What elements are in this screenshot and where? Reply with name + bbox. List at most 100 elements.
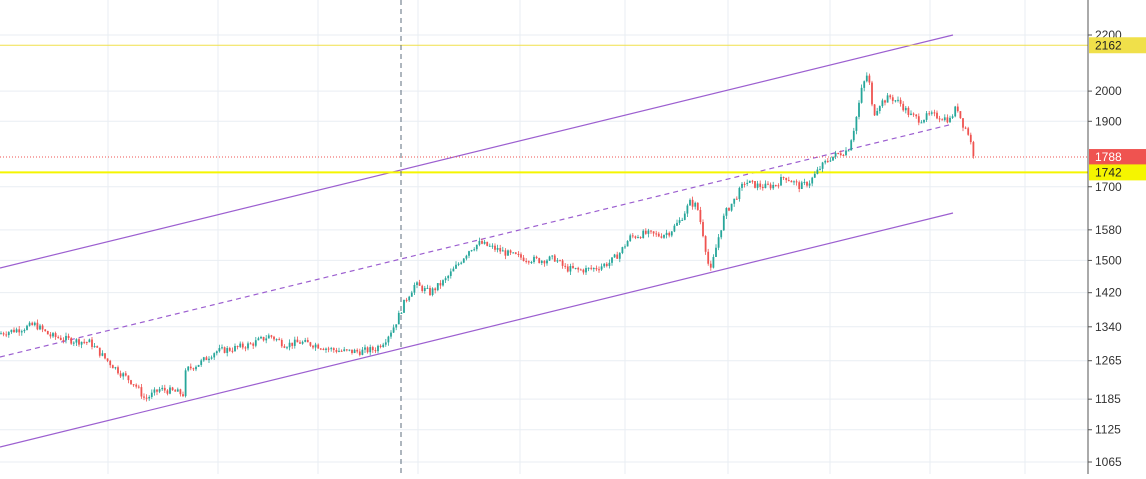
candle-body [226,348,229,353]
channel-median-line[interactable] [0,123,954,358]
candle-body [96,346,99,348]
candle-body [210,357,213,359]
candle-body [244,347,247,349]
candle-body [468,251,470,256]
candle-body [187,366,190,371]
candle-body [405,299,408,301]
candle-body [509,250,512,253]
candle-body [241,343,244,348]
level-badge-lower[interactable]: 1742 [1089,164,1146,181]
candle [262,336,265,342]
candle [163,384,166,394]
candle-body [369,347,372,353]
price-axis-background [1088,0,1146,474]
candle [332,347,335,353]
candle-body [88,339,91,343]
candle [288,339,291,351]
candle-body [860,87,863,103]
candle [98,347,101,358]
candle [577,266,580,273]
candle [707,248,710,266]
candle-body [746,182,749,185]
candle [954,105,957,118]
candle-body [590,267,593,269]
candle-body [288,342,291,348]
price-axis[interactable]: 1065 1125 1185 1265 1340 1420 1500 1580 1700 1900… [1087,0,1146,474]
candle-body [145,397,148,399]
candle [348,349,351,352]
candle [358,348,361,357]
candle-body [416,282,418,285]
candle [202,356,205,362]
candle [735,196,738,200]
candle-body [837,152,840,154]
candle [871,80,873,107]
candle [374,347,377,354]
candle [863,80,866,92]
last-price-badge[interactable]: 1788 [1089,149,1146,166]
candle [637,234,639,239]
channel-lower-line[interactable] [0,212,954,448]
candle [158,386,161,394]
candle [730,203,733,212]
candle [787,176,790,182]
candle-body [325,348,327,350]
candle-body [418,282,421,286]
candle-body [291,342,294,346]
candle [252,342,255,350]
candle-body [803,181,806,183]
candle-body [163,387,166,391]
candle-body [767,183,769,185]
candle-body [858,102,860,117]
candle [111,364,114,369]
candle-body [967,128,970,135]
candle [475,244,478,252]
candle [304,337,307,343]
candle-body [595,268,598,270]
candle-body [429,287,431,295]
candle-body [481,240,483,244]
candle [605,262,608,268]
channel-upper-line[interactable] [0,34,954,269]
candle-body [280,340,283,347]
level-badge-upper[interactable]: 2162 [1089,37,1146,54]
candle-body [964,127,967,129]
candle [899,97,902,107]
candle [886,93,889,103]
candle-body [683,213,686,220]
candle [426,284,429,289]
candle-body [712,256,715,268]
candle [858,100,860,120]
candle-body [267,335,270,339]
candle [109,359,112,368]
candle [80,341,83,349]
candle [75,338,78,346]
candle-body [104,353,106,359]
candle-body [65,335,67,341]
candle-body [327,348,330,350]
candle [408,295,411,302]
candle-body [533,256,535,262]
candle [345,349,348,352]
candle-body [655,233,658,235]
horizontal-levels[interactable] [0,44,1088,174]
candle [369,344,372,356]
candle-body [634,236,637,238]
candle [845,147,847,157]
candle-body [702,222,704,237]
candle [483,240,486,245]
candle-body [748,180,751,183]
candle-body [699,209,702,223]
candle [847,149,850,152]
candle-body [436,283,439,291]
candle-body [410,292,413,297]
candle-body [954,106,957,117]
trend-channel[interactable] [0,34,954,448]
candle-body [777,185,780,187]
candle-body [278,339,281,341]
candle [0,331,2,335]
candle-body [494,245,496,250]
candle-body [631,235,634,237]
